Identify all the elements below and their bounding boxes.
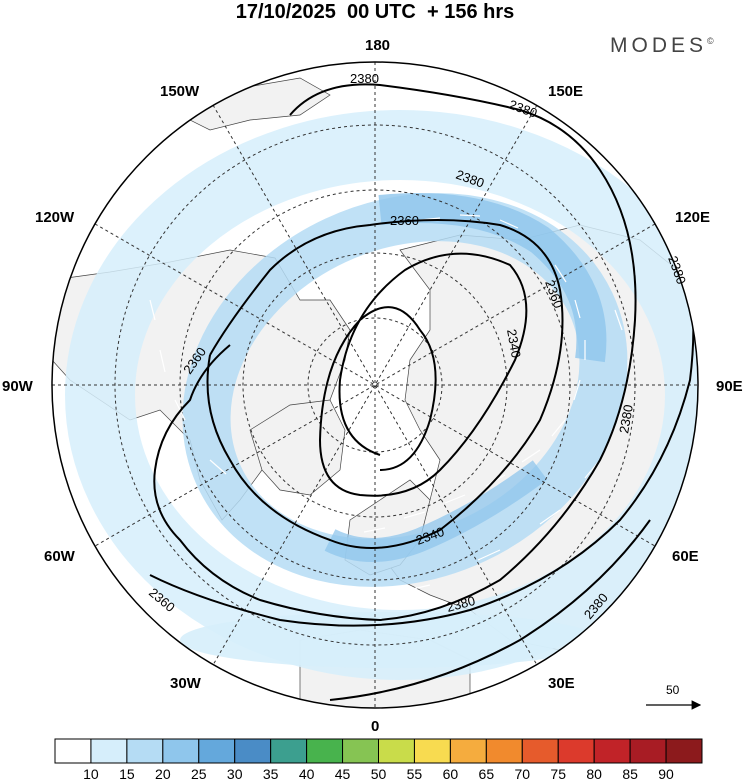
colorbar-swatch	[270, 738, 308, 764]
subtropical-band	[180, 612, 600, 668]
lon-label-60e: 60E	[672, 548, 699, 565]
contour-2380-outer	[149, 249, 695, 627]
contour-label: 2360	[390, 213, 419, 228]
colorbar-swatch	[593, 738, 631, 764]
colorbar-tick-label: 20	[155, 766, 171, 782]
map-disc	[52, 62, 698, 708]
wind-speed-shading	[65, 110, 698, 680]
wind-vectors	[149, 214, 629, 601]
lon-label-0: 0	[371, 718, 379, 735]
colorbar-tick-label: 35	[263, 766, 279, 782]
colorbar-swatch	[485, 738, 523, 764]
latitude-circle-70	[242, 252, 508, 518]
colorbar-tick-label: 70	[514, 766, 530, 782]
jet-core-north	[378, 193, 607, 363]
colorbar-tick-label: 45	[335, 766, 351, 782]
lon-label-150e: 150E	[548, 83, 583, 100]
colorbar-swatch	[629, 738, 667, 764]
brand-name: MODES	[610, 34, 708, 57]
colorbar-swatch	[557, 738, 595, 764]
colorbar-swatch	[234, 738, 272, 764]
colorbar-tick-label: 65	[479, 766, 495, 782]
lon-label-60w: 60W	[44, 548, 76, 565]
contour-2360	[206, 219, 564, 549]
colorbar-tick-label: 15	[119, 766, 135, 782]
wind-speed-colorbar: 10 15 20 25 30 35 40 45 50 55 60 65 70 75 80 85 90	[54, 738, 703, 782]
colorbar-tick-label: 55	[407, 766, 423, 782]
colorbar-swatch	[449, 738, 487, 764]
colorbar-swatch	[521, 738, 559, 764]
colorbar-tick-label: 30	[227, 766, 243, 782]
lon-label-30e: 30E	[548, 675, 575, 692]
lon-label-120e: 120E	[675, 209, 710, 226]
colorbar-tick-label: 80	[586, 766, 602, 782]
contour-2380-inner	[153, 83, 637, 622]
lon-label-150w: 150W	[160, 83, 200, 100]
contour-label: 2380	[445, 593, 477, 615]
colorbar-swatch	[126, 738, 164, 764]
colorbar-tick-label: 90	[658, 766, 674, 782]
height-contours	[149, 83, 695, 701]
colorbar-tick-label: 60	[443, 766, 459, 782]
brand-logo: MODES©	[610, 34, 714, 58]
wind-reference: 50	[646, 683, 702, 710]
contour-2380-rim	[329, 519, 651, 701]
colorbar-swatch	[198, 738, 236, 764]
lon-label-90w: 90W	[2, 378, 34, 395]
colorbar-swatch	[306, 738, 344, 764]
copyright-mark: ©	[707, 36, 714, 46]
contour-label: 2380	[616, 403, 636, 434]
lon-label-120w: 120W	[35, 209, 75, 226]
colorbar-swatch	[665, 738, 703, 764]
map-border	[51, 61, 699, 709]
colorbar-swatch	[54, 738, 92, 764]
longitude-labels: 180 150W 150E 120W 120E 90W 90E 60W 60E …	[2, 37, 743, 735]
lon-label-30w: 30W	[170, 675, 202, 692]
colorbar-tick-label: 25	[191, 766, 207, 782]
colorbar-swatch	[413, 738, 451, 764]
colorbar-tick-label: 10	[83, 766, 99, 782]
colorbar-tick-label: 40	[299, 766, 315, 782]
colorbar-swatch	[90, 738, 128, 764]
contour-2340	[318, 252, 528, 497]
map-title: 17/10/2025 00 UTC + 156 hrs	[235, 1, 515, 23]
colorbar-tick-label: 50	[371, 766, 387, 782]
contour-label: 2340	[504, 328, 524, 359]
colorbar-swatch	[162, 738, 200, 764]
colorbar-tick-label: 75	[550, 766, 566, 782]
jet-core-south	[324, 460, 548, 562]
colorbar-swatch	[342, 738, 379, 764]
lon-label-90e: 90E	[716, 378, 743, 395]
wind-reference-value: 50	[666, 683, 680, 697]
colorbar-tick-label: 85	[622, 766, 638, 782]
colorbar-swatch	[378, 738, 415, 764]
contour-label: 2380	[350, 71, 379, 86]
lon-label-180: 180	[365, 37, 390, 54]
